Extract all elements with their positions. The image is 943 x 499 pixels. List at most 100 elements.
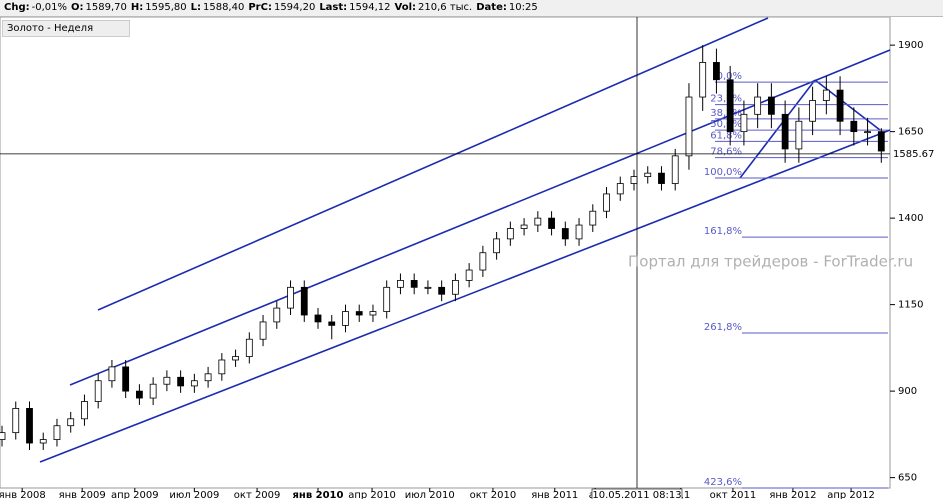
candle-body <box>81 401 88 420</box>
candle-body <box>479 252 487 271</box>
candle-body <box>163 376 171 385</box>
x-tick-label: янв 2009 <box>59 490 106 499</box>
candle-body <box>561 228 569 240</box>
price-tag: 1585.67 <box>893 149 934 160</box>
candle-body <box>108 366 116 382</box>
candle-body <box>369 311 377 316</box>
fib-label: 100,0% <box>704 167 742 178</box>
header-label: Chg: <box>4 2 30 13</box>
candle-body <box>287 286 294 309</box>
candle-body <box>410 280 418 288</box>
x-tick-label: окт 2009 <box>234 490 281 499</box>
fib-line <box>739 79 816 179</box>
candle-body <box>603 193 610 212</box>
header-value: -0,01% <box>31 2 68 13</box>
fib-label: 161,8% <box>704 226 742 237</box>
candle-body <box>644 172 652 178</box>
header-value: 1588,40 <box>202 2 245 13</box>
candle-body <box>190 380 198 387</box>
x-tick-label: апр 2010 <box>348 490 396 499</box>
trend-line <box>69 49 891 386</box>
x-tick-label: июл 2009 <box>169 490 219 499</box>
y-tick-label: 1650 <box>898 127 923 138</box>
candle-body <box>12 408 20 434</box>
candle-body <box>575 224 583 240</box>
candle-body <box>122 366 130 392</box>
candle-body <box>0 432 6 440</box>
candle-body <box>465 269 473 281</box>
x-tick-label: янв 2011 <box>531 490 578 499</box>
header-item: Last: 1594,12 <box>319 2 390 13</box>
candle-body <box>658 172 665 184</box>
header-label: L: <box>190 2 201 13</box>
candle-body <box>850 120 858 133</box>
candle-body <box>616 183 624 195</box>
header-label: PrC: <box>248 2 272 13</box>
candle-body <box>218 359 226 375</box>
header-value: 210,6 тыс. <box>418 2 473 13</box>
x-tick-label: июл 2010 <box>405 490 455 499</box>
candle-body <box>451 280 459 295</box>
candle-body <box>273 307 281 323</box>
candle-body <box>204 373 212 382</box>
header-value: 10:25 <box>508 2 538 13</box>
candle-body <box>767 96 775 115</box>
header-item: O: 1589,70 <box>71 2 127 13</box>
candle-body <box>822 89 830 101</box>
candle-body <box>589 210 597 226</box>
candle-body <box>877 131 885 152</box>
candle-body <box>328 321 336 326</box>
header-value: 1589,70 <box>85 2 127 13</box>
header-label: Date: <box>476 2 507 13</box>
candle-body <box>520 224 528 229</box>
candle-body <box>506 228 514 240</box>
candle-body <box>149 383 157 399</box>
header-item: Date: 10:25 <box>476 2 537 13</box>
fib-label: 38,2% <box>710 108 742 119</box>
candle-body <box>94 380 102 402</box>
header-label: O: <box>71 2 84 13</box>
header-item: Chg: -0,01% <box>4 2 67 13</box>
crosshair-tag-bg <box>591 488 683 499</box>
x-tick-label: апр 2009 <box>111 490 159 499</box>
candle-body <box>314 314 322 323</box>
candle-body <box>438 286 446 295</box>
trend-line <box>39 129 891 463</box>
candle-body <box>836 89 844 122</box>
header-value: 1594,12 <box>349 2 391 13</box>
candle-body <box>740 113 748 133</box>
y-tick-label: 650 <box>898 473 917 484</box>
candle-body <box>53 425 61 440</box>
header-label: Vol: <box>394 2 417 13</box>
x-tick-label: окт 2011 <box>710 490 757 499</box>
header-item: Vol: 210,6 тыс. <box>395 2 473 13</box>
candle-body <box>67 418 75 427</box>
fib-label: 423,6% <box>704 477 742 488</box>
candle-body <box>726 79 734 133</box>
candle-body <box>534 217 542 226</box>
candle-body <box>630 176 638 184</box>
crosshair-label: 10.05.2011 08:13 <box>592 490 681 499</box>
x-tick-label: янв 2012 <box>769 490 816 499</box>
candle-body <box>795 120 803 150</box>
candle-body <box>39 439 47 444</box>
header-label: Last: <box>319 2 348 13</box>
candle-body <box>781 113 789 150</box>
candle-body <box>685 96 693 157</box>
candle-body <box>177 376 185 387</box>
candle-body <box>548 217 555 229</box>
candle-body <box>864 131 871 134</box>
price-tag-bg <box>891 147 943 160</box>
candle-body <box>424 286 432 289</box>
header-bar: Chg: -0,01% O: 1589,70 H: 1595,80 L: 1588,40 PrC… <box>0 0 943 17</box>
y-tick-label: 1400 <box>898 213 923 224</box>
header-label: H: <box>130 2 144 13</box>
header-item: H: 1595,80 <box>131 2 187 13</box>
header-item: L: 1588,40 <box>191 2 245 13</box>
chart-tab[interactable]: Золото - Неделя <box>2 20 130 37</box>
candle-body <box>26 408 33 444</box>
fib-label: 0,0% <box>717 71 742 82</box>
candle-body <box>245 338 253 357</box>
